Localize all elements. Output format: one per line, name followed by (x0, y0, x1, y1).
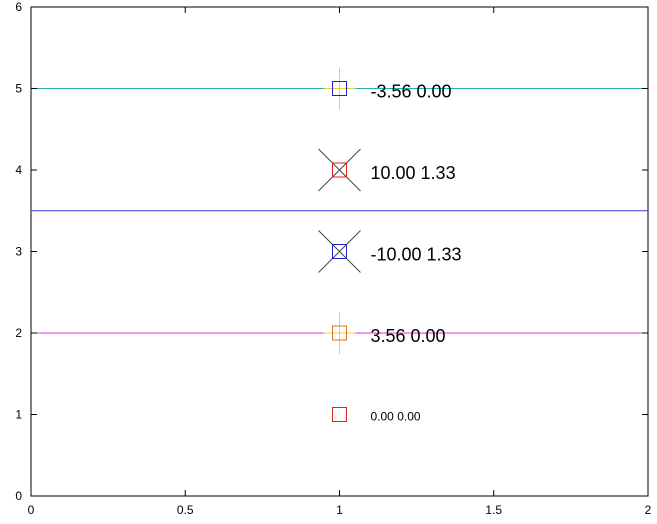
x-diagonal-b (318, 148, 361, 192)
square-marker (332, 162, 347, 178)
point-label: 0.00 0.00 (371, 410, 421, 424)
point-label: 3.56 0.00 (371, 326, 446, 346)
point-2: 3.56 0.00 (323, 312, 446, 354)
x-tick-label-2: 1 (336, 503, 343, 517)
square-marker (332, 325, 347, 341)
x-diagonal-b (318, 230, 361, 273)
point-5: -3.56 0.00 (323, 67, 452, 110)
y-tick-label-1: 1 (15, 408, 22, 422)
y-tick-label-4: 4 (15, 163, 22, 177)
data-points: 0.00 0.00 3.56 0.00 -10.00 1.33 10.00 1.33 -… (318, 67, 462, 424)
point-3: -10.00 1.33 (318, 230, 462, 273)
point-4: 10.00 1.33 (318, 148, 456, 192)
reference-lines (31, 88, 648, 334)
y-tick-label-3: 3 (15, 245, 22, 259)
square-marker (332, 407, 347, 422)
point-label: 10.00 1.33 (371, 163, 456, 183)
x-tick-label-3: 1.5 (485, 503, 502, 517)
y-tick-label-2: 2 (15, 326, 22, 340)
axis-ticks: 0 0.5 1 1.5 2 0 1 2 3 4 5 6 (15, 0, 651, 517)
point-label: -3.56 0.00 (371, 82, 452, 102)
y-tick-label-0: 0 (15, 489, 22, 503)
square-marker (332, 244, 347, 259)
square-marker (332, 81, 347, 96)
point-label: -10.00 1.33 (371, 245, 462, 265)
x-tick-label-0: 0 (28, 503, 35, 517)
x-tick-label-1: 0.5 (177, 503, 194, 517)
point-1: 0.00 0.00 (332, 407, 421, 424)
x-tick-label-4: 2 (645, 503, 652, 517)
y-tick-label-6: 6 (15, 0, 22, 14)
y-tick-label-5: 5 (15, 82, 22, 96)
